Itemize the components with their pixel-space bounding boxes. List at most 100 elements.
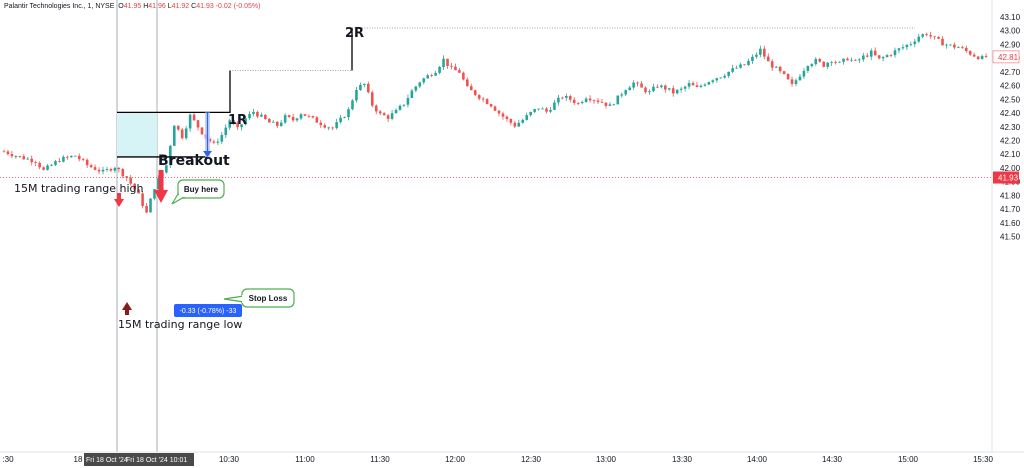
x-tick-label: 13:00 [596,455,617,464]
candle-body [984,55,988,57]
candle-body [596,100,600,102]
candle-body [862,55,865,60]
crosshair-tag [122,453,194,466]
candle-body [137,189,140,194]
candle-body [184,128,188,139]
candle-body [339,117,342,123]
x-tick-label: 14:30 [822,455,843,464]
candle-body [386,115,390,119]
candle-body [18,156,22,157]
y-tick-label: 41.50 [1000,233,1021,242]
candle-body [770,61,774,68]
candle-body [533,109,536,112]
candle-body [70,155,73,158]
candle-body [561,97,564,99]
candle-body [933,36,936,38]
candle-body [315,117,319,123]
x-tick-label: 14:00 [747,455,768,464]
candle-body [656,86,659,88]
stop-loss-text: Stop Loss [249,294,288,303]
candle-body [537,108,540,110]
candle-body [454,66,457,71]
one-r-step [222,70,231,114]
candle-body [256,111,259,117]
candle-body [295,118,299,121]
stop-loss-callout: Stop Loss [223,288,295,308]
candle-body [252,111,255,114]
candle-body [719,77,723,79]
candle-body [446,58,449,66]
candle-body [192,114,196,121]
candle-body [493,106,497,111]
candle-body [319,122,323,126]
candle-body [790,79,794,84]
candle-body [691,83,695,86]
candle-body [42,167,45,170]
candle-body [58,161,61,162]
candle-body [822,61,826,67]
candle-body [434,72,437,76]
candle-body [331,127,334,129]
range-low-label: 15M trading range low [118,318,242,331]
candle-body [794,80,798,84]
candle-body [913,41,917,45]
candle-body [545,108,548,112]
candle-body [553,102,556,110]
candle-body [121,169,125,177]
high-label: H [143,3,149,10]
candle-body [854,59,857,61]
candle-body [949,44,952,46]
candle-body [410,90,414,98]
candle-body [664,85,667,90]
candle-body [715,78,719,81]
candle-body [141,193,144,206]
candle-body [77,155,81,160]
measure-text: -0.33 (-0.78%) -33 [180,308,237,315]
candle-body [172,125,176,146]
candle-body [798,76,802,81]
candle-body [382,113,386,116]
candle-body [450,65,453,67]
candle-body [541,108,544,110]
candle-body [355,89,358,101]
candle-body [588,98,592,101]
candle-body [224,127,228,135]
candle-body [469,86,473,91]
candle-body [442,58,445,67]
candle-body [188,114,192,129]
candle-body [462,72,465,80]
candle-body [196,120,200,128]
y-tick-label: 42.30 [1000,123,1021,132]
candle-body [976,56,980,60]
marker-price-label: 42.81 [998,53,1019,62]
candle-body [521,119,525,123]
candle-body [501,113,505,117]
candle-body [925,34,928,36]
x-tick-label: 10:30 [219,455,240,464]
candle-body [877,55,881,59]
candle-body [917,36,921,42]
y-tick-label: 43.10 [1000,13,1021,22]
candle-body [378,111,382,114]
candle-body [513,122,517,127]
candle-body [957,47,960,49]
candle-body [26,158,30,160]
candle-body [117,167,121,170]
candle-body [964,47,968,52]
candle-body [834,61,837,63]
x-tick-label: 15:30 [973,455,994,464]
candle-body [212,141,216,143]
candle-body [430,75,433,77]
candle-body [228,120,232,128]
candle-body [751,56,754,61]
candle-body [782,71,786,74]
candle-body [6,151,10,155]
candle-body [802,70,806,77]
candle-body [485,99,489,105]
candle-body [180,129,184,139]
candle-body [323,125,327,128]
candle-body [97,169,101,172]
candle-body [766,56,770,62]
